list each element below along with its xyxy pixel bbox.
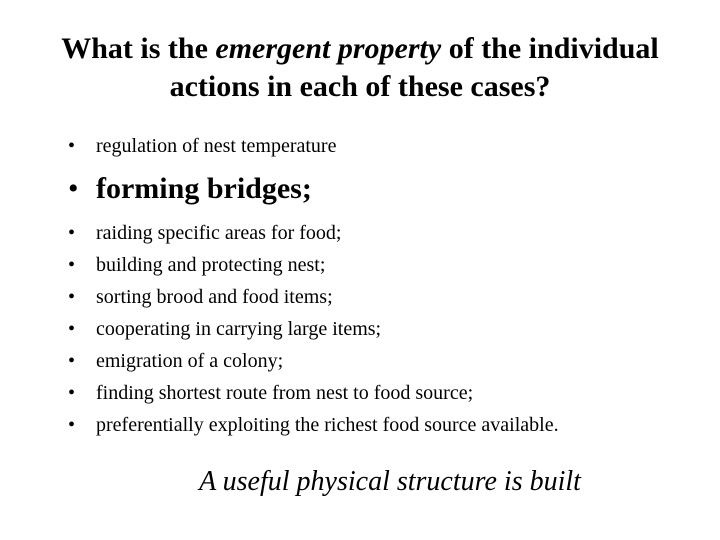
bullet-item: finding shortest route from nest to food… (68, 380, 700, 406)
title-em: emergent property (215, 32, 441, 65)
bullet-item: regulation of nest temperature (68, 133, 700, 159)
bullet-item: sorting brood and food items; (68, 284, 700, 310)
slide: What is the emergent property of the ind… (0, 0, 720, 540)
title-pre: What is the (61, 32, 215, 65)
bullet-item: forming bridges; (68, 169, 700, 208)
bullet-item: preferentially exploiting the richest fo… (68, 412, 700, 438)
bullet-list: regulation of nest temperature forming br… (20, 133, 700, 438)
bullet-item: emigration of a colony; (68, 348, 700, 374)
bullet-item: cooperating in carrying large items; (68, 316, 700, 342)
bullet-item: building and protecting nest; (68, 252, 700, 278)
slide-title: What is the emergent property of the ind… (20, 30, 700, 105)
bullet-item: raiding specific areas for food; (68, 220, 700, 246)
closing-text: A useful physical structure is built (20, 466, 700, 498)
